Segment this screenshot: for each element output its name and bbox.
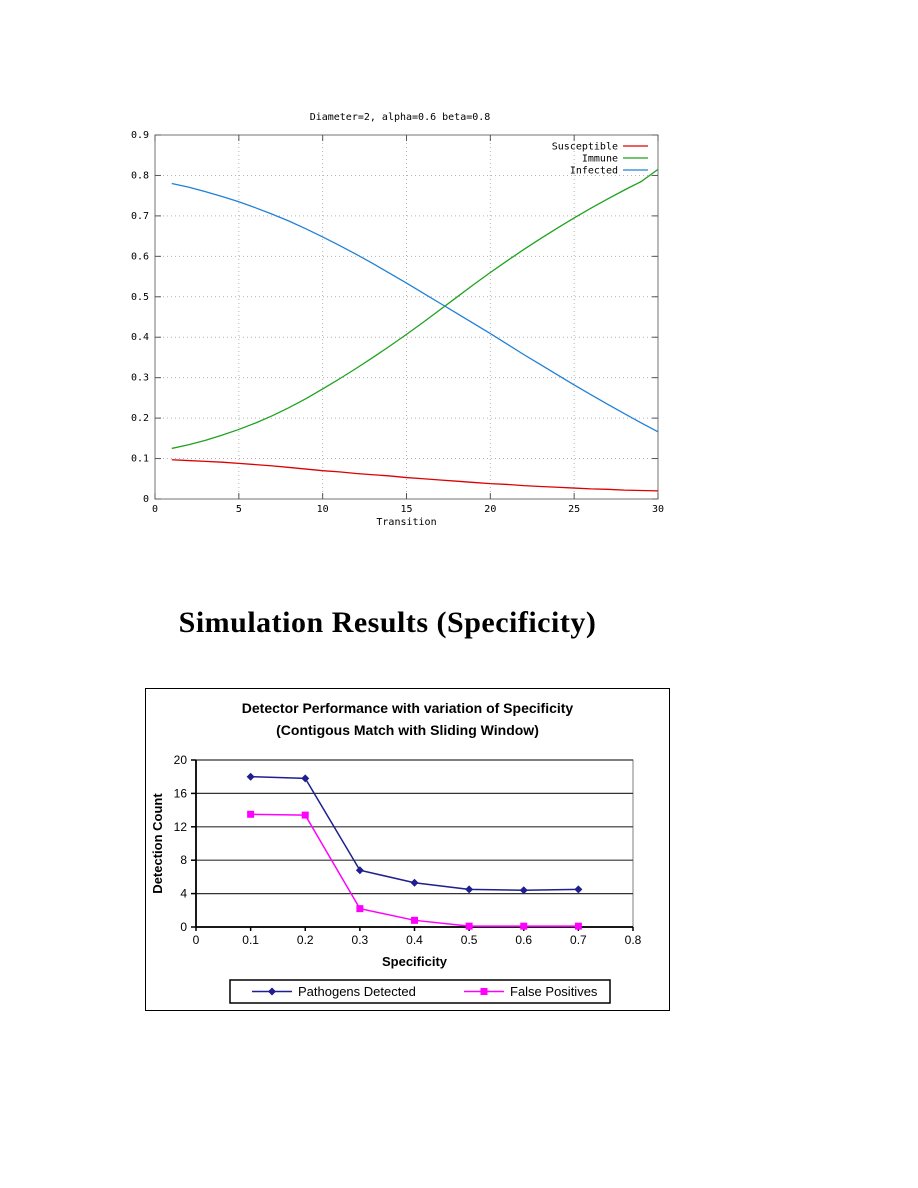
svg-text:0.8: 0.8 (625, 933, 642, 947)
svg-text:Immune: Immune (582, 154, 618, 165)
svg-text:15: 15 (400, 504, 412, 515)
svg-text:0.8: 0.8 (131, 170, 149, 181)
svg-text:8: 8 (180, 853, 187, 867)
section-heading: Simulation Results (Specificity) (178, 606, 597, 639)
svg-text:16: 16 (174, 786, 188, 800)
svg-text:0.3: 0.3 (131, 373, 149, 384)
svg-text:4: 4 (180, 887, 187, 901)
svg-text:0.3: 0.3 (352, 933, 369, 947)
svg-text:0.1: 0.1 (242, 933, 259, 947)
svg-text:0.2: 0.2 (297, 933, 314, 947)
bottom-chart-frame: Detector Performance with variation of S… (145, 688, 670, 1011)
svg-text:12: 12 (174, 820, 188, 834)
svg-text:0.6: 0.6 (131, 251, 149, 262)
svg-text:Transition: Transition (376, 517, 436, 528)
svg-text:False Positives: False Positives (510, 984, 598, 999)
svg-text:20: 20 (174, 753, 188, 767)
svg-text:0.1: 0.1 (131, 454, 149, 465)
svg-text:0: 0 (180, 920, 187, 934)
svg-text:0.2: 0.2 (131, 413, 149, 424)
bottom-chart-subtitle: (Contigous Match with Sliding Window) (276, 722, 539, 738)
svg-text:0.6: 0.6 (515, 933, 532, 947)
svg-text:0.4: 0.4 (406, 933, 423, 947)
svg-text:25: 25 (568, 504, 580, 515)
top-chart-title: Diameter=2, alpha=0.6 beta=0.8 (309, 112, 491, 123)
svg-text:20: 20 (484, 504, 496, 515)
svg-text:Specificity: Specificity (382, 954, 448, 969)
svg-text:Pathogens Detected: Pathogens Detected (298, 984, 416, 999)
svg-text:0.4: 0.4 (131, 332, 149, 343)
top-chart-canvas: 0 5 10 15 20 25 30 0 0.1 0.2 0.3 0.4 0.5 0.6 0.7 0.8 0.9… (131, 130, 664, 528)
svg-text:0: 0 (152, 504, 158, 515)
svg-text:0: 0 (193, 933, 200, 947)
svg-text:Susceptible: Susceptible (552, 142, 618, 153)
svg-text:0: 0 (143, 494, 149, 505)
svg-text:0.9: 0.9 (131, 130, 149, 141)
svg-text:Detection Count: Detection Count (150, 793, 165, 894)
svg-text:Infected: Infected (570, 166, 618, 177)
bottom-chart-title: Detector Performance with variation of S… (241, 700, 574, 716)
svg-text:0.5: 0.5 (461, 933, 478, 947)
bottom-chart-canvas: 0 4 8 12 16 20 0 0.1 0.2 0.3 0.4 0.5 0.6 0.7 0.8 Detect… (150, 753, 642, 1004)
svg-text:5: 5 (236, 504, 242, 515)
svg-text:0.7: 0.7 (570, 933, 587, 947)
svg-text:0.5: 0.5 (131, 292, 149, 303)
svg-text:10: 10 (317, 504, 329, 515)
svg-text:0.7: 0.7 (131, 211, 149, 222)
svg-text:30: 30 (652, 504, 664, 515)
